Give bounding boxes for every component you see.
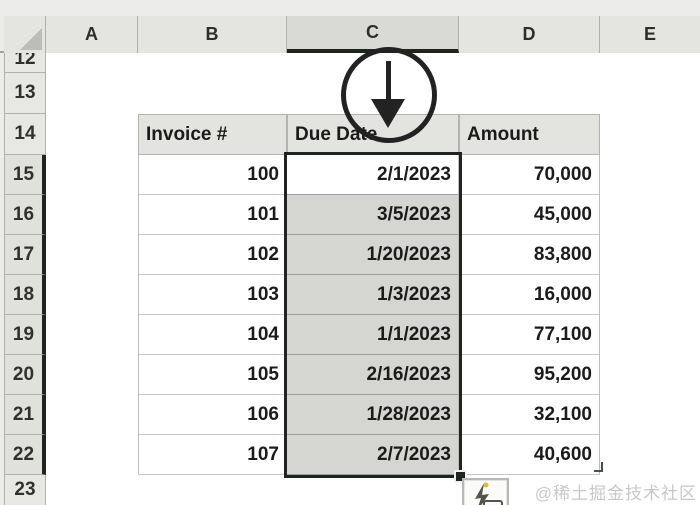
- row-header-22[interactable]: 22: [4, 435, 46, 475]
- row-header-21[interactable]: 21: [4, 395, 46, 435]
- cell-d21[interactable]: 32,100: [459, 395, 600, 435]
- column-header-b[interactable]: B: [138, 16, 287, 53]
- cell-c21[interactable]: 1/28/2023: [287, 395, 459, 435]
- cell-d22[interactable]: 40,600: [459, 435, 600, 475]
- row-header-23[interactable]: 23: [4, 475, 46, 505]
- cell-b19[interactable]: 104: [138, 315, 287, 355]
- cell-c20[interactable]: 2/16/2023: [287, 355, 459, 395]
- cell-b22[interactable]: 107: [138, 435, 287, 475]
- down-arrow-head: [371, 99, 405, 128]
- cell-b20[interactable]: 105: [138, 355, 287, 395]
- cell-b15[interactable]: 100: [138, 155, 287, 195]
- select-all-button[interactable]: [4, 16, 46, 53]
- table-header-amount[interactable]: Amount: [459, 114, 600, 155]
- column-header-d[interactable]: D: [459, 16, 600, 53]
- cell-d17[interactable]: 83,800: [459, 235, 600, 275]
- table-resize-handle-icon[interactable]: [591, 458, 605, 474]
- cell-b18[interactable]: 103: [138, 275, 287, 315]
- row-header-14[interactable]: 14: [4, 114, 46, 155]
- lightning-icon: [475, 482, 503, 505]
- column-header-e[interactable]: E: [600, 16, 700, 53]
- row-header-17[interactable]: 17: [4, 235, 46, 275]
- cell-c19[interactable]: 1/1/2023: [287, 315, 459, 355]
- cell-c18[interactable]: 1/3/2023: [287, 275, 459, 315]
- select-all-triangle-icon: [20, 28, 42, 50]
- cell-b17[interactable]: 102: [138, 235, 287, 275]
- row-header-20[interactable]: 20: [4, 355, 46, 395]
- watermark: @稀土掘金技术社区: [534, 484, 697, 503]
- row-header-18[interactable]: 18: [4, 275, 46, 315]
- row-header-12[interactable]: 12: [4, 53, 46, 73]
- column-header-a[interactable]: A: [46, 16, 138, 53]
- down-arrow-annotation-circle: [341, 47, 437, 143]
- cell-d15[interactable]: 70,000: [459, 155, 600, 195]
- cell-c15-active[interactable]: 2/1/2023: [287, 155, 459, 195]
- cell-b21[interactable]: 106: [138, 395, 287, 435]
- row-header-19[interactable]: 19: [4, 315, 46, 355]
- cell-c17[interactable]: 1/20/2023: [287, 235, 459, 275]
- cell-d20[interactable]: 95,200: [459, 355, 600, 395]
- cell-b16[interactable]: 101: [138, 195, 287, 235]
- cell-d16[interactable]: 45,000: [459, 195, 600, 235]
- cell-d18[interactable]: 16,000: [459, 275, 600, 315]
- row-header-13[interactable]: 13: [4, 73, 46, 114]
- quick-analysis-button[interactable]: [462, 478, 509, 505]
- column-header-c[interactable]: C: [287, 16, 459, 53]
- row-header-15[interactable]: 15: [4, 155, 46, 195]
- table-header-invoice[interactable]: Invoice #: [138, 114, 287, 155]
- cell-d19[interactable]: 77,100: [459, 315, 600, 355]
- cell-c16[interactable]: 3/5/2023: [287, 195, 459, 235]
- cell-c22[interactable]: 2/7/2023: [287, 435, 459, 475]
- row-header-16[interactable]: 16: [4, 195, 46, 235]
- down-arrow-icon: [386, 61, 391, 101]
